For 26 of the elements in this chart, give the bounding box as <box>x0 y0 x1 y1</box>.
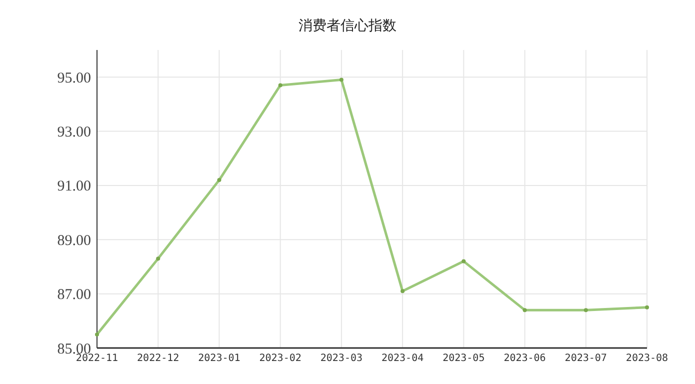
point <box>217 178 222 182</box>
x-tick-label: 2022-11 <box>76 353 118 364</box>
point <box>522 308 527 312</box>
point <box>400 289 405 294</box>
x-tick-label: 2023-02 <box>259 353 302 364</box>
point <box>95 332 99 336</box>
x-tick-label: 2023-01 <box>198 353 240 364</box>
x-tick-label: 2022-12 <box>137 353 180 364</box>
x-tick-label: 2023-04 <box>381 353 424 364</box>
chart-title: 消费者信心指数 <box>298 18 396 34</box>
y-tick-label: 95.00 <box>57 70 91 86</box>
x-tick-label: 2023-06 <box>504 353 546 364</box>
point <box>645 305 649 310</box>
x-tick-label: 2023-08 <box>626 353 668 364</box>
point <box>156 256 160 261</box>
y-tick-label: 93.00 <box>57 124 91 141</box>
point <box>584 308 588 312</box>
x-tick-label: 2023-03 <box>320 353 363 364</box>
y-tick-label: 89.00 <box>57 232 91 249</box>
point <box>462 259 466 264</box>
point <box>339 78 344 82</box>
y-tick-label: 87.00 <box>57 287 91 304</box>
y-tick-label: 91.00 <box>57 178 91 195</box>
x-tick-label: 2023-05 <box>442 353 485 364</box>
point <box>278 83 282 88</box>
x-tick-label: 2023-07 <box>564 353 607 364</box>
